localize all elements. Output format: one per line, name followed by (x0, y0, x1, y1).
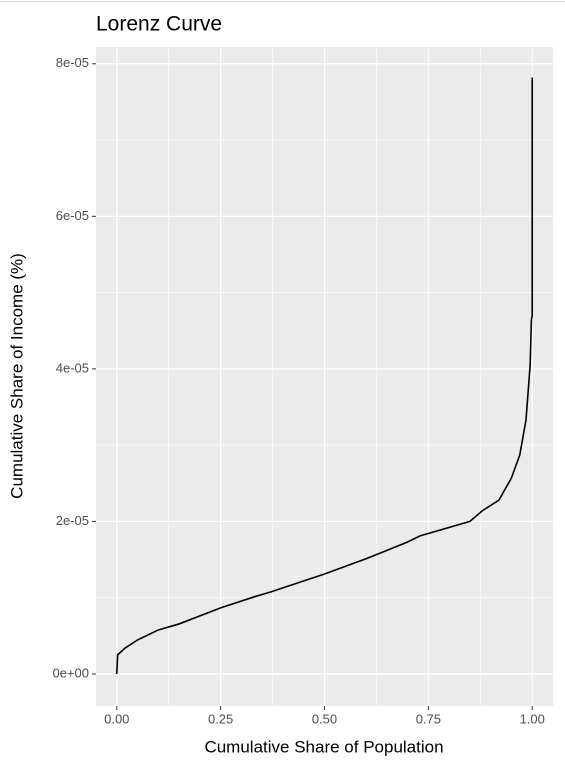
chart-title: Lorenz Curve (96, 13, 222, 36)
x-axis-title: Cumulative Share of Population (204, 737, 443, 756)
y-tick-label: 2e-05 (56, 513, 89, 528)
y-tick-label: 8e-05 (56, 55, 89, 70)
y-tick-label: 0e+00 (52, 665, 89, 680)
lorenz-line (115, 77, 534, 674)
x-tick-label: 0.00 (104, 711, 129, 726)
x-tick-label: 0.25 (208, 711, 233, 726)
x-tick-label: 0.75 (416, 711, 441, 726)
x-tick-label: 0.50 (312, 711, 337, 726)
x-tick-label: 1.00 (520, 711, 545, 726)
y-axis-title: Cumulative Share of Income (%) (7, 253, 26, 499)
y-tick-label: 4e-05 (56, 360, 89, 375)
y-tick-label: 6e-05 (56, 208, 89, 223)
